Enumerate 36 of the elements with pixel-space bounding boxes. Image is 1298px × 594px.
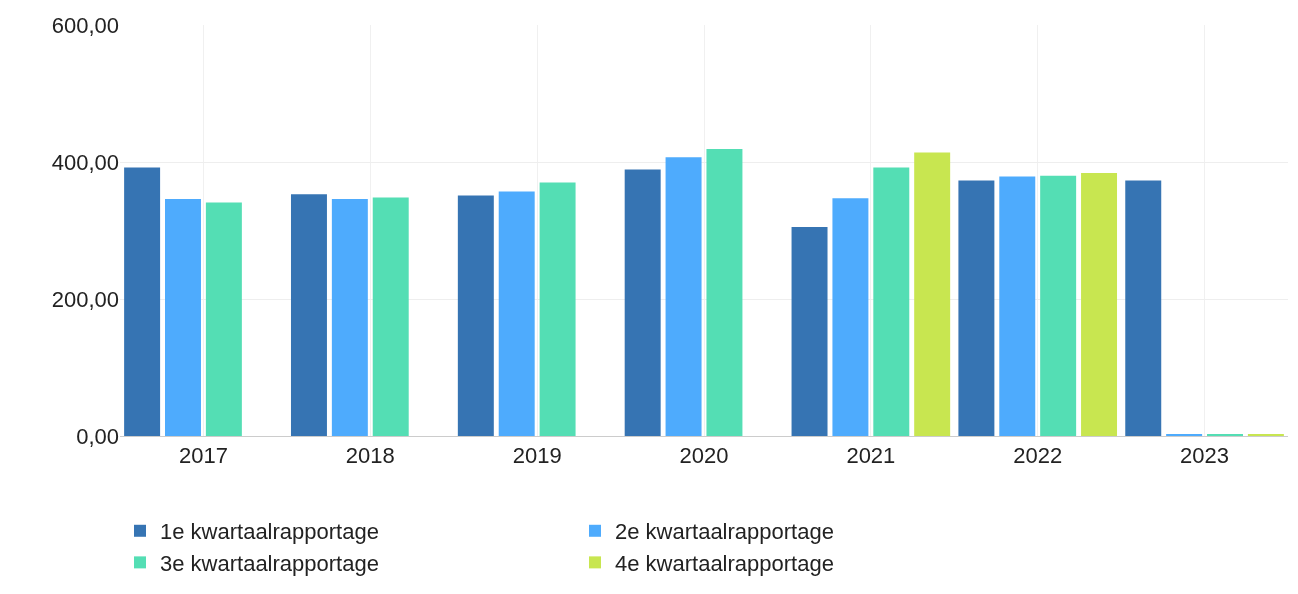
bar [999, 176, 1036, 436]
x-tick-label: 2019 [512, 443, 562, 469]
bar [539, 182, 576, 436]
y-tick-label: 600,00 [51, 12, 119, 38]
bar [124, 167, 161, 436]
bar [1125, 180, 1162, 436]
legend-label: 3e kwartaalrapportage [160, 550, 379, 576]
legend-label: 1e kwartaalrapportage [160, 519, 379, 545]
legend-label: 4e kwartaalrapportage [615, 550, 834, 576]
bar [832, 198, 869, 436]
bar [205, 202, 242, 436]
bar [914, 152, 951, 436]
bar [624, 169, 661, 436]
x-tick-label: 2018 [345, 443, 395, 469]
bar [372, 197, 409, 436]
bar [873, 167, 910, 436]
bar [706, 148, 743, 436]
y-tick-label: 200,00 [51, 286, 119, 312]
bar [958, 180, 995, 436]
bar [665, 157, 702, 436]
bar [290, 194, 327, 436]
x-tick-label: 2020 [679, 443, 729, 469]
x-tick-label: 2021 [846, 443, 896, 469]
x-tick-label: 2017 [178, 443, 228, 469]
x-tick-label: 2023 [1180, 443, 1230, 469]
bar [498, 191, 535, 436]
bar [1040, 175, 1077, 436]
bar [331, 198, 368, 436]
x-tick-label: 2022 [1013, 443, 1063, 469]
y-tick-label: 0,00 [76, 423, 119, 449]
legend-label: 2e kwartaalrapportage [615, 519, 834, 545]
bar [1081, 172, 1118, 436]
bar [165, 198, 201, 436]
bar [457, 195, 494, 436]
bar [791, 227, 828, 436]
y-tick-label: 400,00 [51, 149, 119, 175]
